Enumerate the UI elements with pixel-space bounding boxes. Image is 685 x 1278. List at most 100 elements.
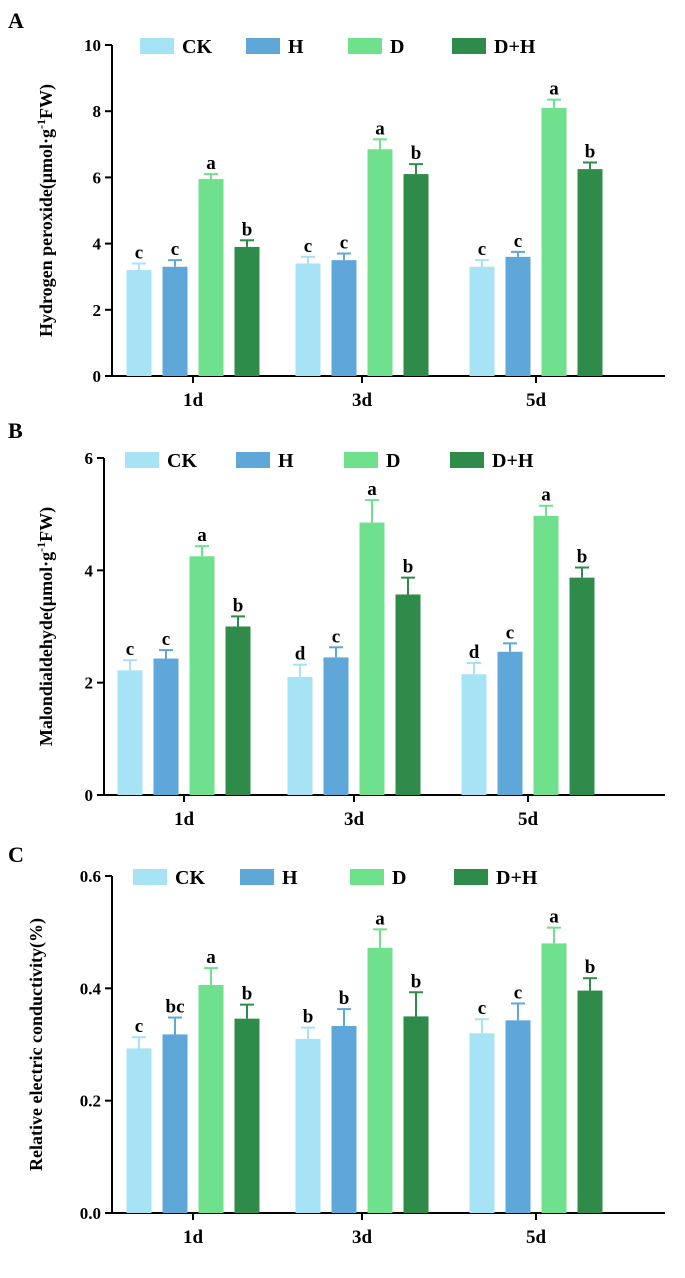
y-tick-label: 6 (93, 168, 102, 187)
legend-label: D+H (492, 450, 534, 472)
bar (461, 674, 487, 795)
bar (577, 990, 603, 1213)
bar (331, 1025, 357, 1213)
legend-swatch (246, 38, 280, 54)
legend-label: D (390, 36, 404, 58)
bar (225, 626, 251, 795)
legend-swatch (133, 869, 167, 885)
significance-letter: c (162, 629, 170, 650)
significance-letter: c (340, 233, 348, 254)
legend-label: H (288, 36, 304, 58)
x-tick-label: 1d (183, 390, 204, 411)
significance-letter: a (375, 908, 385, 929)
significance-letter: a (541, 485, 551, 506)
panel-label: A (8, 8, 24, 33)
significance-letter: b (403, 557, 414, 578)
legend-swatch (140, 38, 174, 54)
panel-label: B (8, 418, 23, 443)
bar (577, 169, 603, 376)
x-tick-label: 1d (183, 1227, 204, 1248)
y-tick-label: 0 (85, 786, 94, 805)
significance-letter: c (514, 231, 522, 252)
significance-letter: b (585, 957, 596, 978)
significance-letter: a (197, 525, 207, 546)
y-tick-label: 4 (85, 561, 94, 580)
significance-letter: c (171, 239, 179, 260)
legend-label: CK (167, 450, 197, 472)
significance-letter: d (469, 642, 480, 663)
significance-letter: a (206, 153, 216, 174)
bar (505, 1020, 531, 1213)
y-axis-label: Malondialdehyde(μmol·g-1FW) (34, 507, 57, 746)
bar (162, 1034, 188, 1213)
bar (295, 1038, 321, 1213)
y-tick-label: 0.6 (80, 867, 101, 886)
y-tick-label: 0.2 (80, 1092, 101, 1111)
legend-label: H (282, 867, 298, 889)
significance-letter: c (135, 1016, 143, 1037)
significance-letter: c (135, 242, 143, 263)
panel-label: C (8, 842, 24, 867)
bar (295, 263, 321, 376)
y-tick-label: 4 (93, 235, 102, 254)
legend-label: H (278, 450, 294, 472)
y-tick-label: 10 (84, 36, 101, 55)
bar (569, 577, 595, 795)
significance-letter: a (375, 118, 385, 139)
x-tick-label: 3d (352, 390, 373, 411)
bar (367, 149, 393, 376)
x-tick-label: 5d (518, 809, 539, 830)
bar (126, 1048, 152, 1213)
bar (234, 246, 260, 376)
x-tick-label: 3d (352, 1227, 373, 1248)
significance-letter: bc (166, 997, 185, 1018)
bar (198, 179, 224, 376)
bar (395, 594, 421, 795)
significance-letter: c (332, 626, 340, 647)
y-tick-label: 0 (93, 367, 102, 386)
y-tick-label: 0.4 (80, 979, 102, 998)
x-tick-label: 1d (174, 809, 195, 830)
significance-letter: b (577, 547, 588, 568)
significance-letter: b (339, 988, 350, 1009)
bar (469, 1033, 495, 1213)
bar (162, 266, 188, 376)
bar (403, 174, 429, 376)
legend-swatch (240, 869, 274, 885)
significance-letter: b (411, 143, 422, 164)
bar (359, 522, 385, 795)
bar (505, 256, 531, 376)
legend-swatch (344, 452, 378, 468)
panel-c: C Relative electric conductivity(%) 0.0 0.2… (8, 842, 665, 1248)
bar (323, 657, 349, 795)
x-tick-label: 5d (526, 390, 547, 411)
bar (469, 266, 495, 376)
significance-letter: b (303, 1007, 314, 1028)
y-axis-label: Relative electric conductivity(%) (26, 918, 47, 1171)
significance-letter: c (126, 639, 134, 660)
significance-letter: b (233, 595, 244, 616)
bar (403, 1016, 429, 1213)
bar (287, 677, 313, 795)
bar (331, 260, 357, 376)
significance-letter: c (506, 622, 514, 643)
significance-letter: c (304, 236, 312, 257)
panel-b: B Malondialdehyde(μmol·g-1FW) 0 2 4 6 1d c c a b 3d… (8, 418, 665, 830)
bar (497, 651, 523, 795)
legend-swatch (125, 452, 159, 468)
legend-label: D+H (496, 867, 538, 889)
y-tick-label: 0.0 (80, 1204, 101, 1223)
bar (189, 556, 215, 795)
significance-letter: a (206, 947, 216, 968)
legend-swatch (236, 452, 270, 468)
bar (234, 1018, 260, 1213)
bar (153, 658, 179, 795)
y-tick-label: 6 (85, 449, 94, 468)
bar (533, 515, 559, 795)
significance-letter: b (242, 984, 253, 1005)
x-tick-label: 5d (526, 1227, 547, 1248)
bar (367, 947, 393, 1213)
bar (541, 107, 567, 376)
significance-letter: b (242, 219, 253, 240)
